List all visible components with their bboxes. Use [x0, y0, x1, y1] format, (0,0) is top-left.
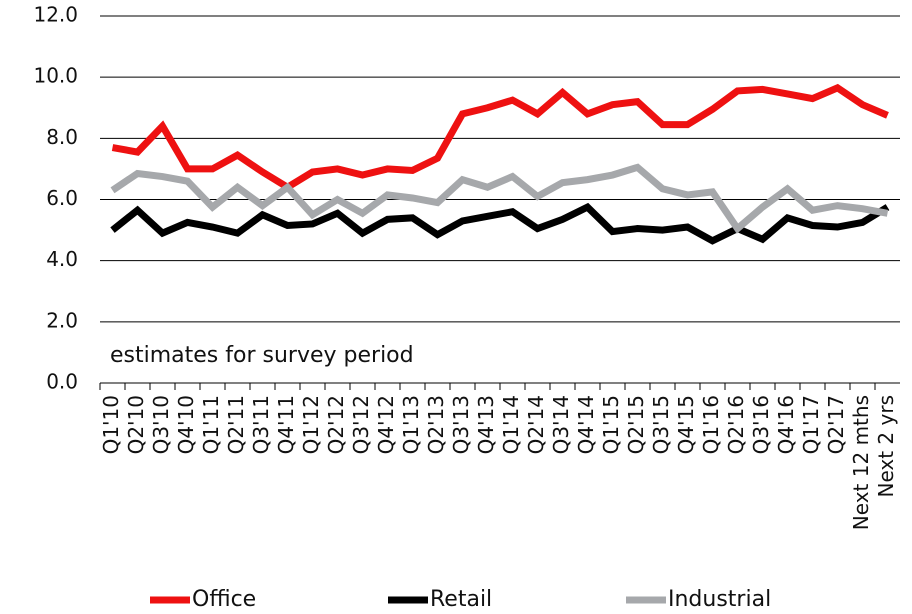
x-tick-label: Q2'17: [824, 395, 848, 454]
x-tick-label: Q3'10: [149, 395, 173, 454]
series-line: [110, 202, 890, 245]
x-tick-label: Q1'14: [499, 395, 523, 454]
x-tick-label: Q4'10: [174, 395, 198, 454]
x-tick-label: Q4'16: [774, 395, 798, 454]
x-tick-label: Q1'10: [99, 395, 123, 454]
x-tick-label: Q4'12: [374, 395, 398, 454]
series-line: [110, 163, 889, 234]
x-tick-label: Q2'12: [324, 395, 348, 454]
x-tick-label: Q2'10: [124, 395, 148, 454]
x-tick-label: Q2'14: [524, 395, 548, 454]
x-tick-label: Q1'15: [599, 395, 623, 454]
y-tick-label: 0.0: [46, 370, 78, 394]
x-tick-label: Next 12 mths: [849, 395, 873, 530]
x-tick-label: Q3'16: [749, 395, 773, 454]
y-tick-label: 10.0: [33, 64, 78, 88]
x-tick-label: Q3'12: [349, 395, 373, 454]
legend-label: Retail: [430, 587, 492, 610]
x-tick-label: Q1'16: [699, 395, 723, 454]
y-tick-label: 6.0: [46, 186, 78, 210]
x-tick-label: Q4'15: [674, 395, 698, 454]
x-tick-label: Q4'11: [274, 395, 298, 454]
y-tick-label: 12.0: [33, 3, 78, 27]
x-tick-label: Q3'14: [549, 395, 573, 454]
series-line: [111, 83, 889, 192]
x-tick-label: Q1'13: [399, 395, 423, 454]
x-tick-label: Q2'13: [424, 395, 448, 454]
x-tick-label: Q2'11: [224, 395, 248, 454]
x-tick-label: Q1'11: [199, 395, 223, 454]
legend-label: Industrial: [668, 587, 771, 610]
x-tick-label: Next 2 yrs: [874, 395, 898, 498]
annotation: estimates for survey period: [110, 343, 414, 368]
x-tick-label: Q4'13: [474, 395, 498, 454]
legend-label: Office: [192, 587, 256, 610]
y-tick-label: 8.0: [46, 125, 78, 149]
x-tick-label: Q3'15: [649, 395, 673, 454]
x-tick-label: Q2'15: [624, 395, 648, 454]
y-tick-label: 2.0: [46, 308, 78, 332]
x-tick-label: Q3'13: [449, 395, 473, 454]
x-tick-label: Q2'16: [724, 395, 748, 454]
x-tick-label: Q4'14: [574, 395, 598, 454]
x-tick-label: Q3'11: [249, 395, 273, 454]
x-tick-label: Q1'12: [299, 395, 323, 454]
y-tick-label: 4.0: [46, 247, 78, 271]
x-tick-label: Q1'17: [799, 395, 823, 454]
